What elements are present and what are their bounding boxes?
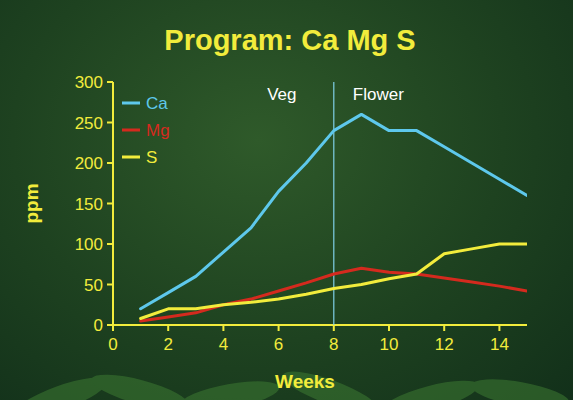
x-tick-label: 10 (380, 335, 399, 354)
x-tick (498, 325, 500, 331)
x-tick-label: 12 (435, 335, 454, 354)
y-axis-title: ppm (21, 183, 42, 223)
leaf (179, 375, 282, 400)
x-tick (167, 325, 169, 331)
x-axis-title: Weeks (275, 371, 335, 392)
y-tick-label: 150 (75, 195, 103, 214)
x-tick (222, 325, 224, 331)
leaf (89, 367, 192, 400)
legend-label: S (146, 148, 157, 167)
y-tick-label: 50 (84, 276, 103, 295)
y-tick (107, 81, 113, 83)
x-tick-label: 8 (329, 335, 338, 354)
y-tick-label: 0 (94, 316, 103, 335)
x-tick-label: 4 (219, 335, 228, 354)
x-tick-label: 14 (490, 335, 509, 354)
phase-label: Veg (267, 85, 296, 104)
x-axis (113, 324, 527, 326)
leaf (469, 373, 572, 400)
y-tick-label: 250 (75, 114, 103, 133)
x-tick (443, 325, 445, 331)
leaf (379, 373, 482, 400)
legend-label: Mg (146, 121, 170, 140)
series-line (141, 244, 527, 319)
legend: Ca Mg S (122, 94, 170, 167)
y-tick (107, 284, 113, 286)
x-tick-label: 6 (274, 335, 283, 354)
y-tick-label: 200 (75, 154, 103, 173)
chart-title: Program: Ca Mg S (164, 24, 415, 56)
y-tick-label: 300 (75, 73, 103, 92)
y-tick-label: 100 (75, 235, 103, 254)
x-tick (333, 325, 335, 331)
legend-swatch (122, 129, 140, 132)
x-tick (112, 325, 114, 331)
x-tick (388, 325, 390, 331)
plot-area (141, 82, 527, 325)
x-tick-label: 2 (163, 335, 172, 354)
series-line (141, 268, 527, 321)
y-tick (107, 203, 113, 205)
x-tick-label: 0 (108, 335, 117, 354)
series-line (141, 114, 527, 308)
x-tick (278, 325, 280, 331)
y-tick (107, 122, 113, 124)
phase-label: Flower (353, 85, 404, 104)
legend-label: Ca (146, 94, 168, 113)
y-tick (107, 243, 113, 245)
legend-swatch (122, 102, 140, 105)
y-tick (107, 162, 113, 164)
legend-swatch (122, 156, 140, 159)
background-leaves (9, 364, 571, 400)
